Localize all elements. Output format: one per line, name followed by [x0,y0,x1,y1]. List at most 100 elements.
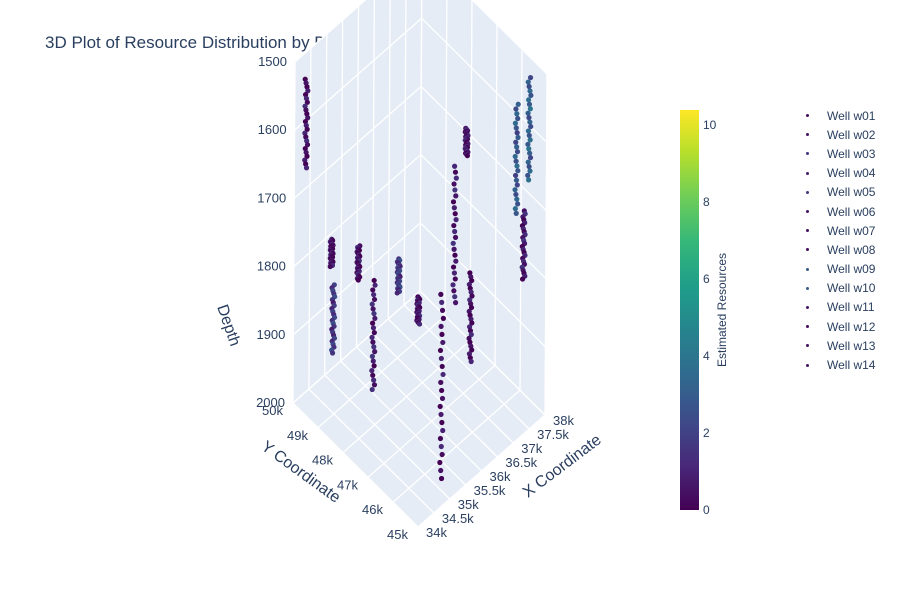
data-point [451,163,458,169]
data-point [512,187,518,193]
data-point [329,350,336,356]
data-point [513,106,519,112]
legend-item[interactable]: Well w14 [800,355,896,374]
data-point [439,331,445,338]
gridline-z [293,154,422,268]
data-point [450,199,457,205]
gridline-z [293,85,422,199]
legend-item[interactable]: Well w05 [800,183,896,202]
data-point [371,311,377,317]
data-point [527,155,534,161]
data-point [371,382,378,388]
x-tick-label: 36k [490,469,511,484]
legend-label: Well w07 [827,223,876,238]
data-point [469,293,475,299]
series-well-w09 [512,101,521,216]
data-point [438,475,445,482]
legend-item[interactable]: Well w06 [800,202,896,221]
legend-item[interactable]: Well w01 [800,106,896,125]
legend-item[interactable]: Well w07 [800,221,896,240]
series-well-w11 [519,208,528,282]
legend-item[interactable]: Well w04 [800,164,896,183]
data-point [438,323,444,330]
gridline-x [292,61,296,404]
gridline-y [494,24,498,366]
legend-item[interactable]: Well w09 [800,260,896,279]
legend-marker-icon [806,344,809,348]
data-point [525,110,531,116]
data-point [451,288,457,294]
data-point [371,277,377,284]
back-wall-yz [420,0,547,415]
gridline-x [403,304,530,430]
legend-item[interactable]: Well w12 [800,317,896,336]
gridline-y [419,0,423,292]
legend-item[interactable]: Well w03 [800,144,896,163]
legend-item[interactable]: Well w11 [800,298,896,317]
data-point [515,201,521,207]
data-point [519,276,526,282]
data-point [514,111,520,117]
data-point [469,320,475,326]
gridline-y [444,0,448,316]
z-tick-label: 2000 [256,395,285,410]
data-point [304,126,310,132]
series-well-w05 [394,256,403,296]
data-point [515,134,521,141]
data-point [370,372,376,378]
data-point [512,206,518,212]
series-well-w08 [437,291,446,482]
data-point [453,258,459,264]
data-point [394,290,400,296]
data-point [527,106,533,112]
legend-item[interactable]: Well w13 [800,336,896,355]
data-point [452,300,459,306]
z-axis-title: Depth [213,303,243,349]
legend-item[interactable]: Well w08 [800,240,896,259]
gridline-z [292,290,421,404]
y-tick-label: 50k [262,403,283,418]
data-point [438,291,444,297]
data-point [526,146,532,152]
data-point [439,299,445,305]
data-point [453,217,459,223]
data-point [370,306,376,312]
data-point [369,386,375,393]
data-point [512,153,518,160]
data-point [452,276,458,282]
data-point [451,222,457,229]
data-point [527,119,533,125]
series-well-w10 [525,75,534,183]
data-point [452,187,458,193]
data-point [526,163,532,170]
gridline-x [324,374,451,500]
legend-marker-icon [806,267,809,271]
series-well-w13 [414,294,423,327]
data-point [452,169,459,175]
legend-marker-icon [806,152,809,156]
data-point [305,115,311,121]
data-point [369,301,375,307]
data-point [438,467,444,474]
legend-marker-icon [806,190,809,194]
gridline-y [367,364,496,478]
legend-marker-icon [806,286,809,290]
data-point [515,168,521,174]
data-point [525,141,531,147]
legend-item[interactable]: Well w02 [800,125,896,144]
data-point [370,325,377,331]
data-point [513,191,519,198]
data-point [526,101,533,107]
data-point [527,75,534,81]
data-point [464,153,471,159]
data-point [416,321,423,327]
gridline-x [387,318,514,444]
data-point [439,307,446,313]
legend-item[interactable]: Well w10 [800,279,896,298]
data-point [369,320,376,326]
legend: Well w01 Well w02 Well w03 Well w04 Well w05… [800,106,896,375]
y-tick-label: 46k [362,502,383,517]
data-point [369,334,375,340]
